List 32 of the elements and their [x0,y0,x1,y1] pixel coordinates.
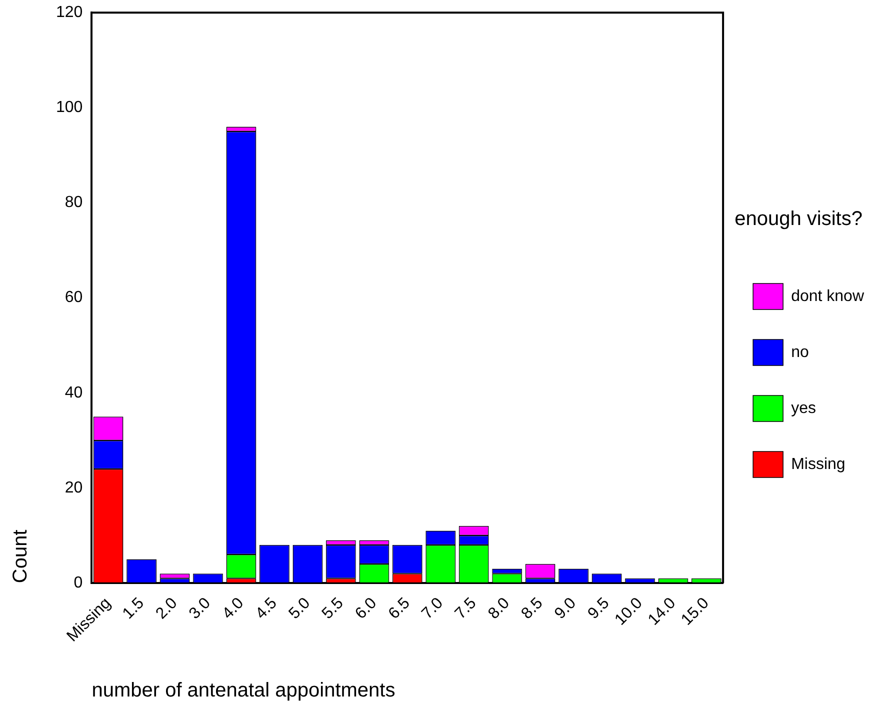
x-tick-label: 6.5 [386,594,414,623]
x-tick-label: 14.0 [645,594,680,629]
x-tick-label: 9.5 [584,594,613,623]
x-tick-label: 6.0 [352,594,380,623]
y-tick-label: 20 [64,479,83,496]
y-tick-label: 40 [64,384,83,402]
y-tick-label: 0 [74,574,83,592]
legend-title: enough visits? [734,208,862,230]
y-tick-label: 120 [56,4,83,22]
x-tick-label: 4.5 [252,594,280,623]
y-tick-label: 80 [64,194,83,212]
x-tick-label: 8.5 [518,594,546,623]
x-tick-label: 9.0 [552,594,580,623]
legend-label: dont know [791,288,864,305]
x-tick-label: 7.5 [452,594,480,623]
legend-label: Missing [791,456,846,473]
legend-label: yes [791,400,816,417]
x-tick-label: 1.5 [120,594,148,623]
x-tick-label: 3.0 [186,594,214,623]
x-tick-label: 7.0 [418,594,447,623]
y-tick-label: 60 [64,289,83,306]
x-tick-label: 4.0 [219,594,248,623]
y-axis-title: Count [10,529,32,584]
x-tick-label: 15.0 [678,594,712,629]
x-axis-title: number of antenatal appointments [92,680,396,702]
x-tick-label: 5.0 [286,594,314,623]
x-tick-label: 10.0 [612,594,646,629]
y-tick-label: 100 [56,99,83,116]
x-tick-label: 8.0 [485,594,514,623]
legend-label: no [791,344,809,361]
x-tick-label: 5.5 [319,594,347,623]
x-tick-label: 2.0 [152,594,181,623]
